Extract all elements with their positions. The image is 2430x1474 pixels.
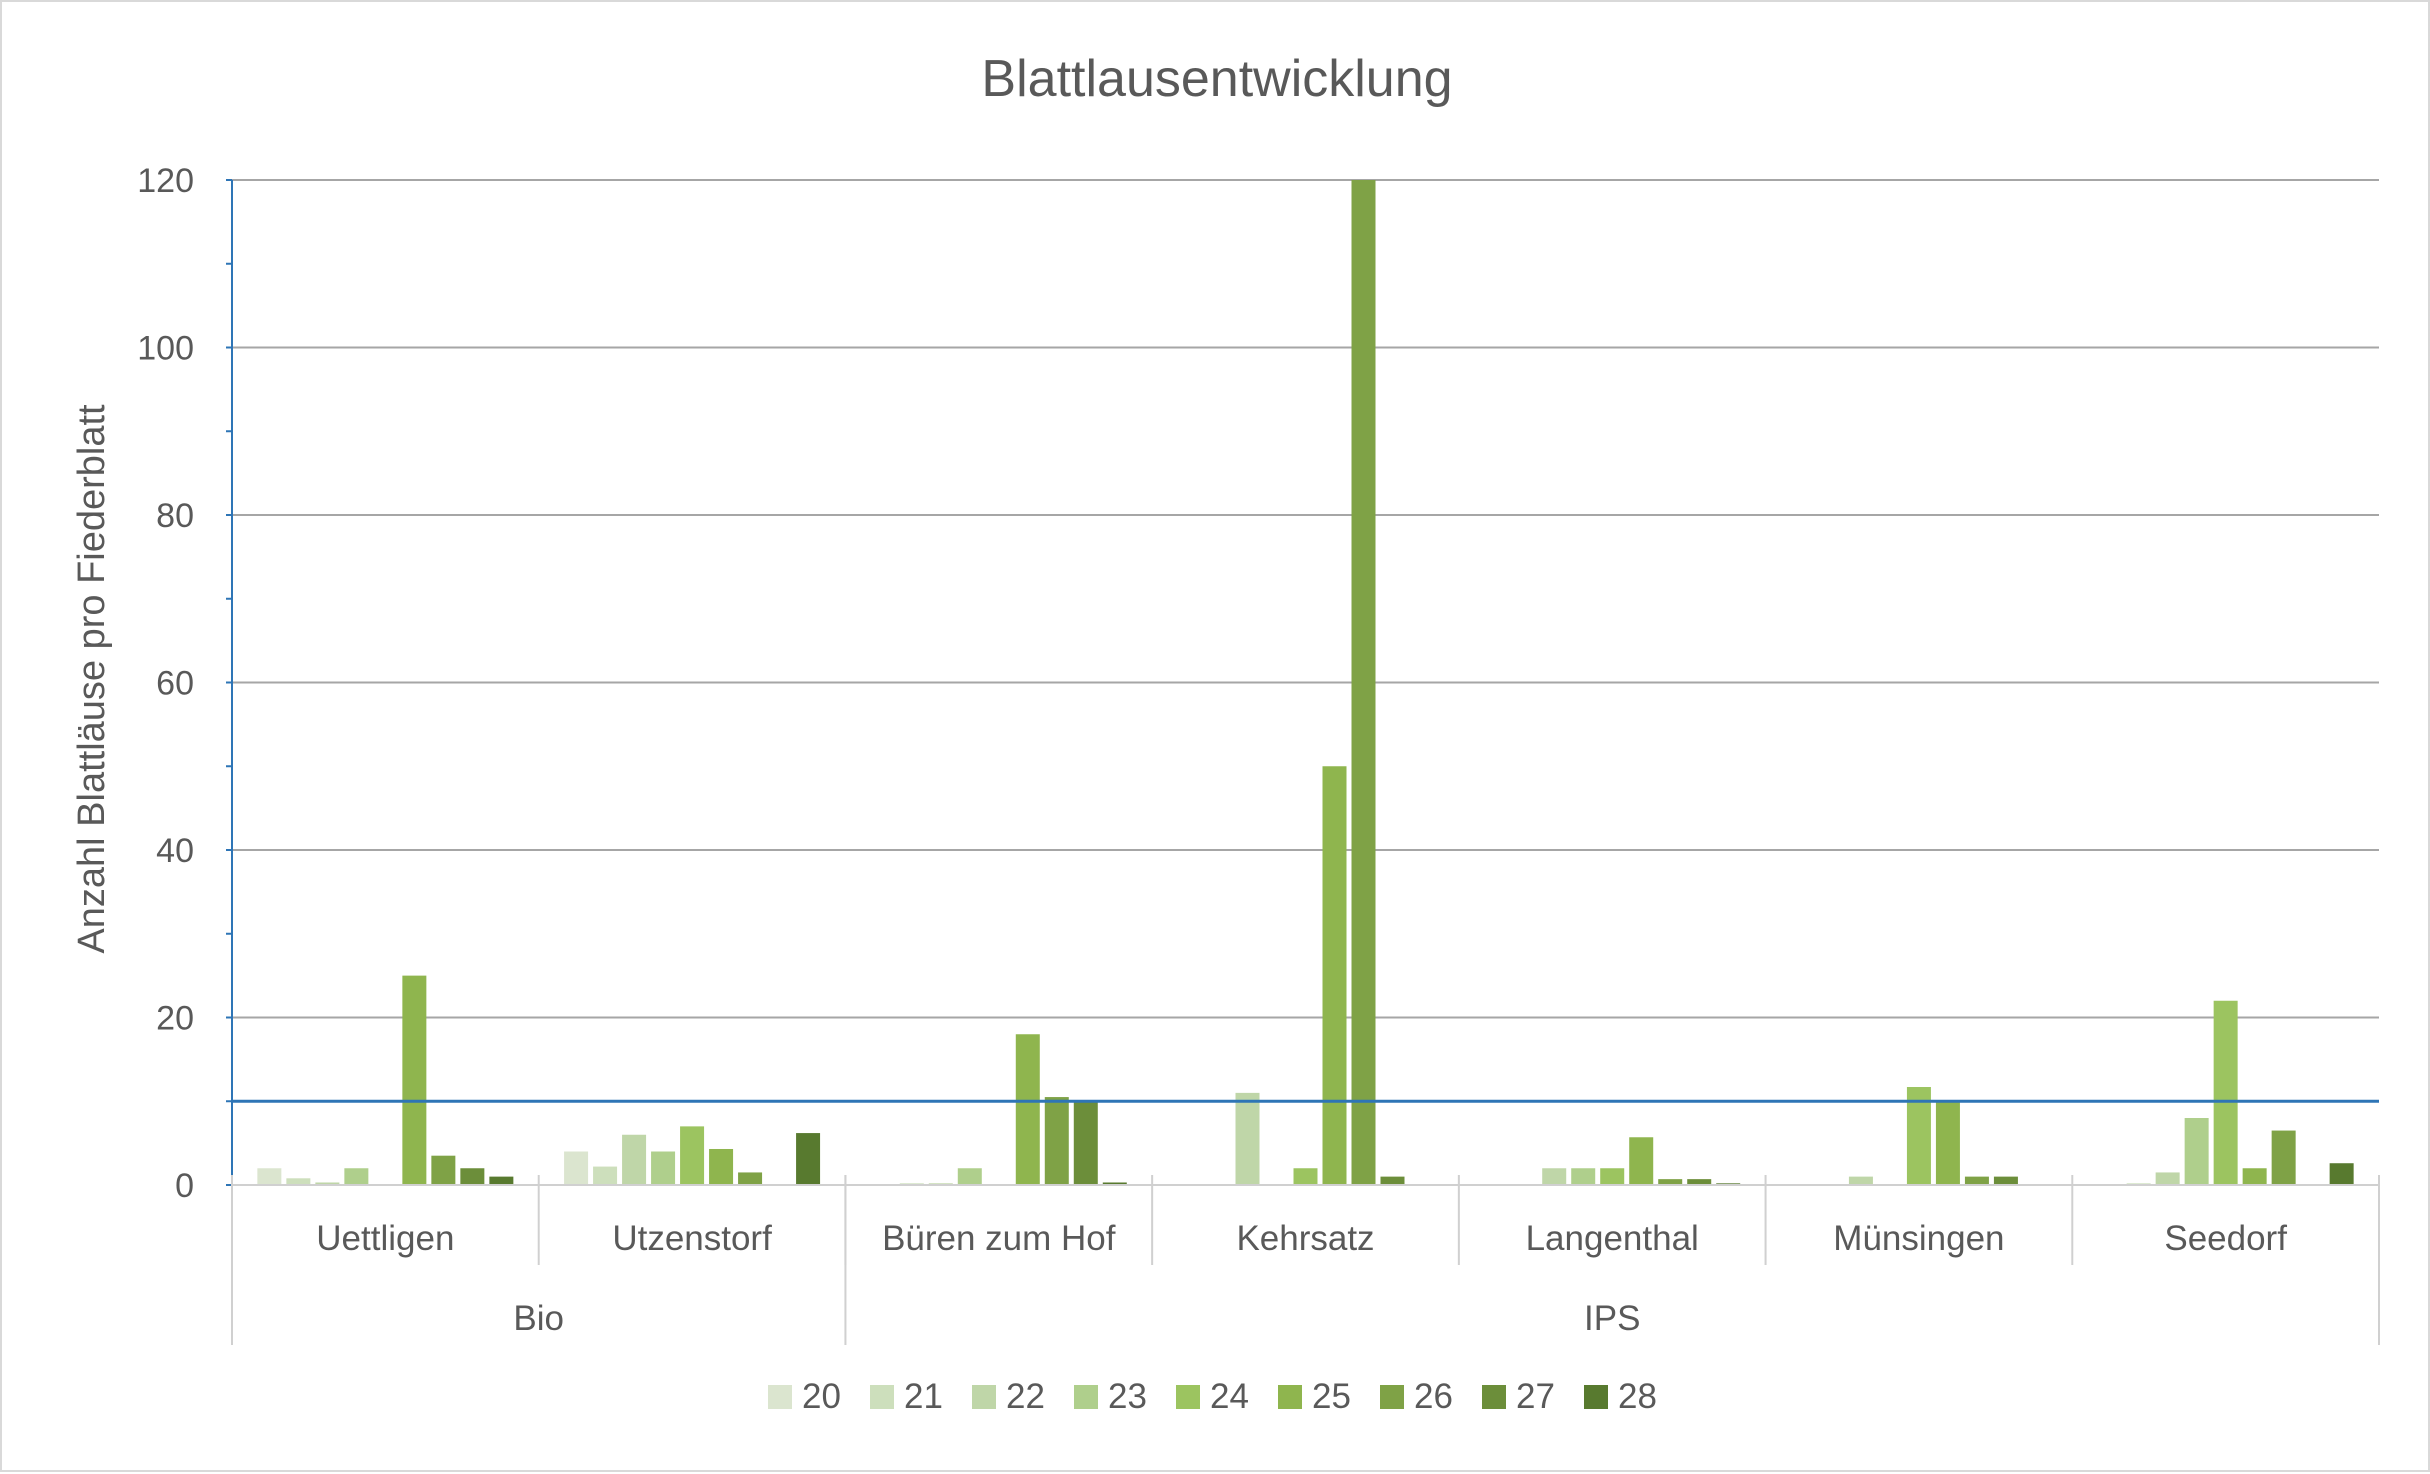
bar-22-3: [1235, 1092, 1260, 1185]
legend-swatch-27: [1482, 1385, 1506, 1409]
bar-25-1: [709, 1148, 734, 1185]
bar-24-5: [1906, 1087, 1931, 1185]
legend-swatch-22: [972, 1385, 996, 1409]
bar-27-4: [1687, 1179, 1712, 1185]
legend-swatch-28: [1584, 1385, 1608, 1409]
bar-25-5: [1935, 1101, 1960, 1185]
category-label: Uettligen: [316, 1219, 454, 1258]
bar-22-0: [315, 1182, 340, 1185]
legend-swatch-23: [1074, 1385, 1098, 1409]
legend-label-24: 24: [1210, 1377, 1249, 1416]
bar-25-4: [1629, 1137, 1654, 1185]
y-tick-label: 40: [156, 832, 194, 870]
legend-label-21: 21: [904, 1377, 943, 1416]
legend-label-27: 27: [1516, 1377, 1555, 1416]
y-tick-label: 80: [156, 497, 194, 535]
legend-label-28: 28: [1618, 1377, 1657, 1416]
bar-23-0: [344, 1168, 369, 1185]
category-label: Münsingen: [1833, 1219, 2004, 1258]
bar-23-4: [1571, 1168, 1596, 1185]
bar-23-2: [957, 1168, 982, 1185]
group-label: IPS: [1584, 1299, 1640, 1338]
y-tick-label: 120: [137, 162, 194, 200]
bar-20-1: [564, 1151, 589, 1185]
bar-21-0: [286, 1178, 311, 1185]
bar-26-1: [738, 1172, 763, 1185]
bar-28-0: [489, 1176, 514, 1185]
bar-26-2: [1044, 1097, 1069, 1185]
legend-label-26: 26: [1414, 1377, 1453, 1416]
bar-26-4: [1658, 1179, 1683, 1185]
gridlines: [232, 179, 2379, 1019]
bar-28-2: [1102, 1182, 1127, 1185]
y-tick-label: 0: [175, 1167, 194, 1205]
bar-24-6: [2213, 1000, 2238, 1185]
bar-26-5: [1964, 1176, 1989, 1185]
legend-swatch-26: [1380, 1385, 1404, 1409]
chart-title: Blattlausentwicklung: [981, 50, 1452, 108]
group-label: Bio: [513, 1299, 564, 1338]
legend-swatch-20: [768, 1385, 792, 1409]
bar-23-6: [2184, 1118, 2209, 1185]
y-tick-label: 20: [156, 1000, 194, 1038]
bar-27-0: [460, 1168, 485, 1185]
legend-label-25: 25: [1312, 1377, 1351, 1416]
bar-26-0: [431, 1155, 456, 1185]
legend-swatch-25: [1278, 1385, 1302, 1409]
y-axis-label: Anzahl Blattläuse pro Fiederblatt: [71, 404, 113, 954]
bar-25-6: [2242, 1168, 2267, 1185]
category-label: Büren zum Hof: [882, 1219, 1116, 1258]
legend-label-23: 23: [1108, 1377, 1147, 1416]
category-label: Kehrsatz: [1236, 1219, 1374, 1258]
legend: 20 21 22 23 24 25 26 27 28: [768, 1377, 1657, 1416]
bar-26-3: [1351, 180, 1376, 1185]
bar-23-1: [651, 1151, 676, 1185]
bar-20-0: [257, 1168, 282, 1185]
x-categories: Uettligen Utzenstorf Büren zum Hof Kehrsatz…: [231, 1175, 2380, 1345]
bar-22-1: [622, 1134, 647, 1185]
y-tick-label: 60: [156, 665, 194, 703]
bar-28-6: [2329, 1163, 2354, 1185]
category-label: Langenthal: [1526, 1219, 1699, 1258]
bar-25-3: [1322, 766, 1347, 1185]
y-ticks: 0 20 40 60 80 100 120: [137, 162, 194, 1205]
bar-22-5: [1848, 1176, 1873, 1185]
bar-27-3: [1380, 1176, 1405, 1185]
bars: [257, 180, 2354, 1185]
bar-25-0: [402, 975, 427, 1185]
legend-label-20: 20: [802, 1377, 841, 1416]
bar-22-6: [2155, 1172, 2180, 1185]
bar-24-3: [1293, 1168, 1318, 1185]
category-label: Seedorf: [2164, 1219, 2287, 1258]
legend-swatch-21: [870, 1385, 894, 1409]
legend-swatch-24: [1176, 1385, 1200, 1409]
bar-27-5: [1993, 1176, 2018, 1185]
bar-25-2: [1015, 1034, 1040, 1185]
bar-28-1: [796, 1133, 821, 1185]
axes: [226, 179, 2379, 1186]
bar-24-4: [1600, 1168, 1625, 1185]
legend-label-22: 22: [1006, 1377, 1045, 1416]
bar-22-4: [1542, 1168, 1567, 1185]
bar-24-1: [680, 1126, 705, 1185]
bar-26-6: [2271, 1130, 2296, 1185]
bar-27-2: [1073, 1101, 1098, 1185]
category-label: Utzenstorf: [612, 1219, 772, 1258]
y-tick-label: 100: [137, 330, 194, 368]
bar-21-1: [593, 1166, 618, 1185]
